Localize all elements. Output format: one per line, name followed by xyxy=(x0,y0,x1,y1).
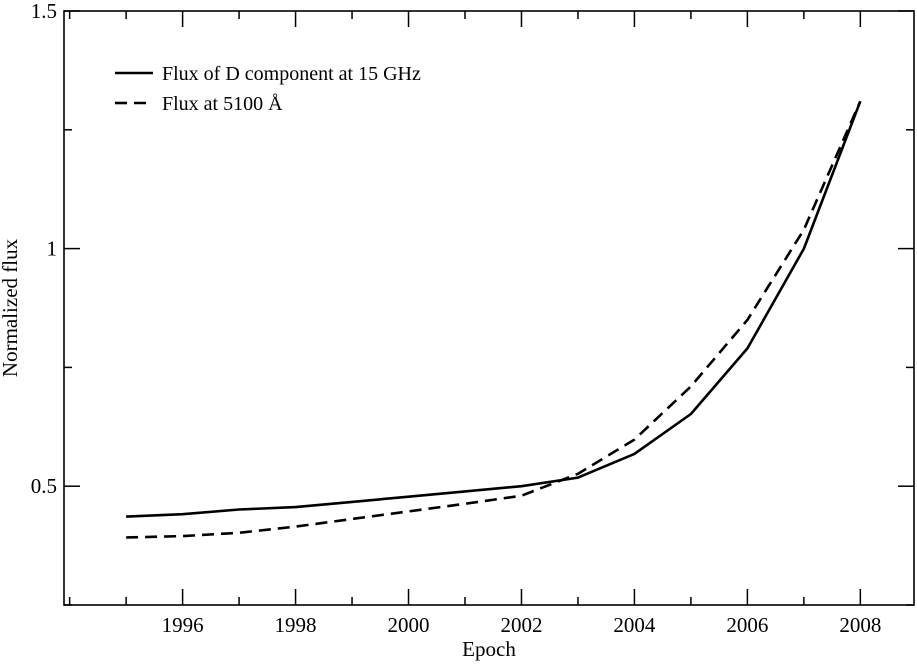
legend-label-radio-flux: Flux of D component at 15 GHz xyxy=(162,63,421,85)
series-line-optical-flux xyxy=(126,100,862,539)
plot-frame xyxy=(63,10,915,606)
x-tick-label: 2006 xyxy=(726,613,768,637)
series-line-radio-flux xyxy=(126,100,862,518)
x-axis-title: Epoch xyxy=(462,637,516,661)
x-tick-label: 2002 xyxy=(500,613,542,637)
series-lines xyxy=(126,100,862,539)
x-tick-label: 2008 xyxy=(839,613,881,637)
y-tick-label: 1 xyxy=(47,237,58,261)
y-axis-title: Normalized flux xyxy=(0,238,22,377)
x-tick-label: 2000 xyxy=(388,613,430,637)
y-tick-label: 0.5 xyxy=(31,474,57,498)
axis-ticks: 1996 1998 2000 2002 2004 2006 2008 0.5 1 1.5 xyxy=(31,0,914,637)
x-tick-label: 2004 xyxy=(613,613,656,637)
legend-label-optical-flux: Flux at 5100 Å xyxy=(162,93,283,115)
x-tick-label: 1998 xyxy=(275,613,317,637)
x-tick-label: 1996 xyxy=(162,613,204,637)
legend: Flux of D component at 15 GHz Flux at 51… xyxy=(115,63,421,115)
y-tick-label: 1.5 xyxy=(31,0,57,23)
